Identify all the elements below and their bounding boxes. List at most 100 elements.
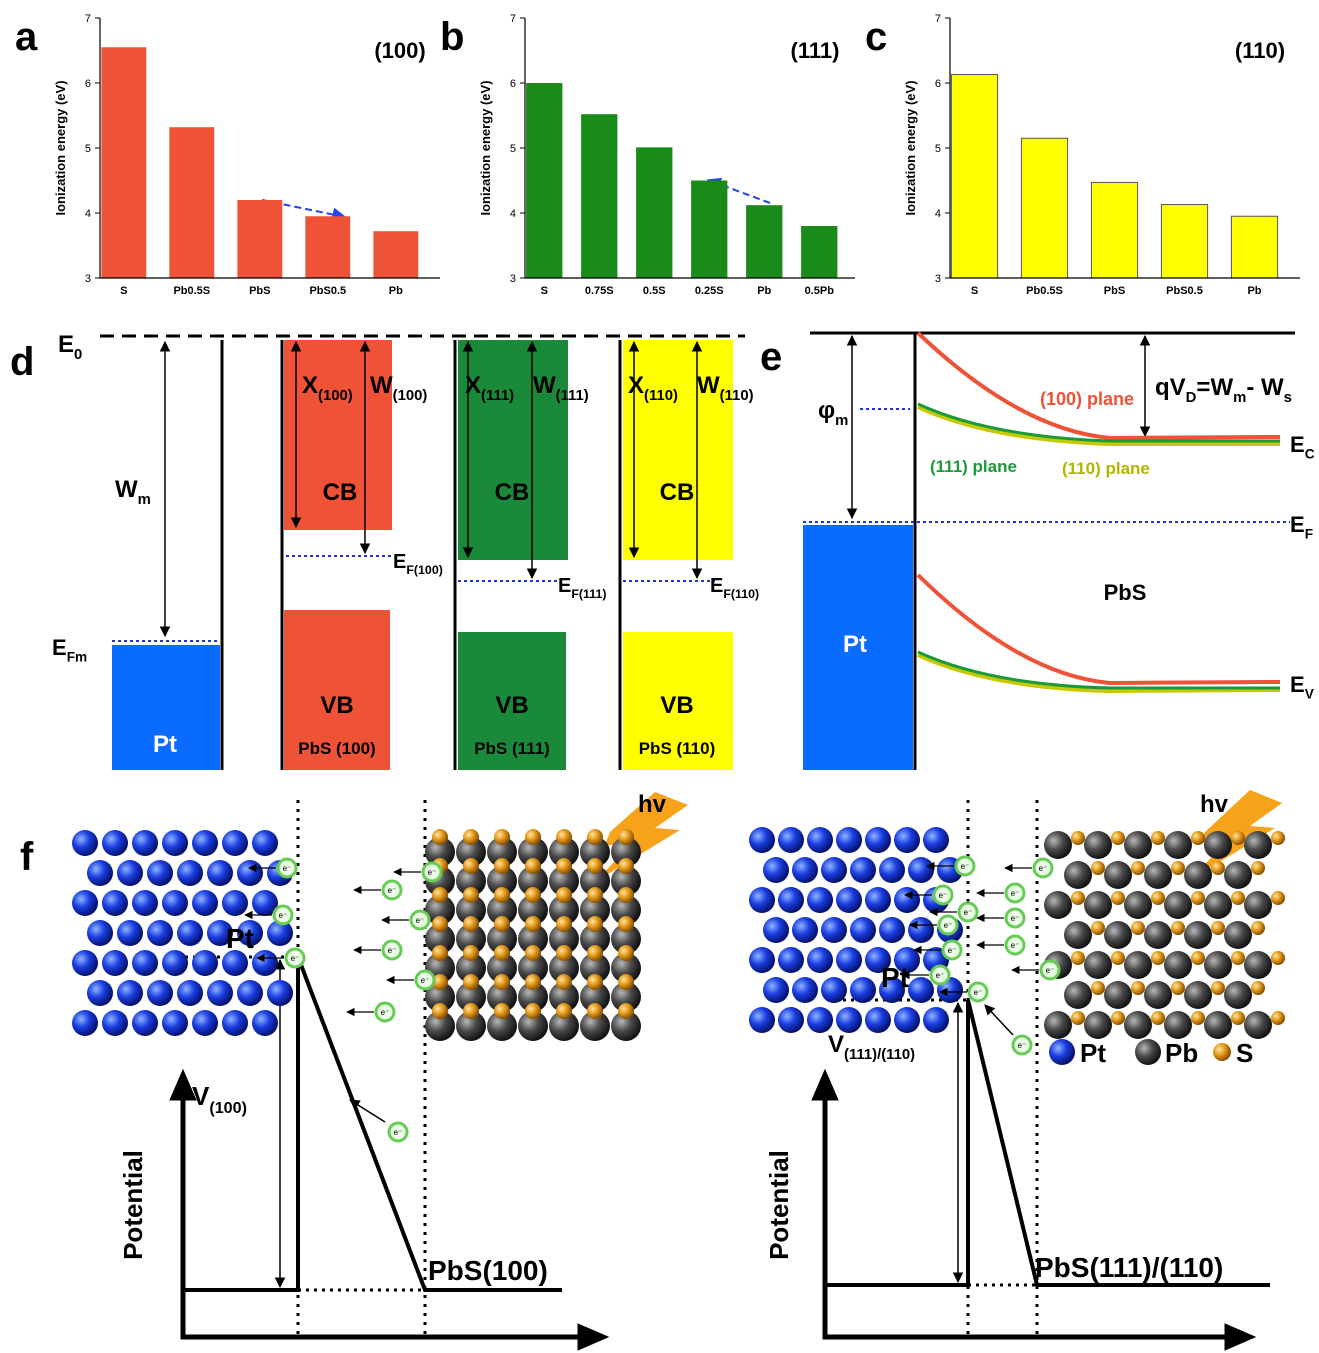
label: Potential	[118, 1150, 148, 1260]
atom	[1044, 831, 1072, 859]
atom	[618, 974, 634, 990]
atom	[102, 830, 128, 856]
atom	[821, 857, 847, 883]
text-part: PbS	[1104, 580, 1147, 605]
atom	[494, 916, 510, 932]
y-tick-label: 7	[85, 13, 91, 25]
x-tick-label: PbS0.5	[1166, 285, 1203, 297]
atom	[1211, 981, 1225, 995]
atom	[587, 1003, 603, 1019]
atom	[72, 890, 98, 916]
legend-label: S	[1236, 1038, 1253, 1068]
bar	[526, 83, 562, 278]
label: hv	[638, 791, 667, 818]
x-tick-label: 0.25S	[695, 285, 724, 297]
atom	[177, 860, 203, 886]
label: PbS (100)	[298, 739, 375, 758]
atom	[494, 887, 510, 903]
electron-label: e⁻	[1011, 889, 1020, 898]
electron-label: e⁻	[964, 908, 973, 917]
atom	[850, 917, 876, 943]
bar	[1161, 205, 1207, 278]
y-tick-label: 5	[85, 143, 91, 155]
text-part: =W	[1196, 374, 1233, 401]
text-part: E	[58, 331, 74, 358]
atom	[177, 920, 203, 946]
atom	[1251, 921, 1265, 935]
y-tick-label: 3	[510, 273, 516, 285]
x-tick-label: 0.5Pb	[805, 285, 835, 297]
bar	[951, 75, 997, 278]
atom	[1251, 861, 1265, 875]
atom	[162, 1010, 188, 1036]
electron-label: e⁻	[381, 1008, 390, 1017]
text-part: VB	[660, 692, 693, 719]
text-part: hv	[1200, 791, 1229, 818]
atom	[87, 980, 113, 1006]
y-tick-label: 7	[510, 13, 516, 25]
subscript: (111)	[481, 388, 514, 404]
text-part: E	[710, 575, 723, 597]
atom	[836, 827, 862, 853]
text-part: E	[558, 575, 571, 597]
subscript: (100)	[209, 1099, 247, 1117]
atom	[162, 830, 188, 856]
atom	[778, 887, 804, 913]
atom	[117, 980, 143, 1006]
label: (100) plane	[1040, 389, 1134, 409]
atom	[1104, 861, 1132, 889]
atom	[1251, 981, 1265, 995]
atom	[908, 917, 934, 943]
atom	[1111, 891, 1125, 905]
electron-label: e⁻	[1011, 941, 1020, 950]
atom	[1044, 1011, 1072, 1039]
subscript: (110)	[644, 388, 678, 404]
subscript: m	[835, 413, 848, 429]
atom	[1244, 1011, 1272, 1039]
subscript: F(100)	[406, 563, 443, 577]
label: Pt	[226, 923, 254, 954]
label: EF(100)	[393, 551, 443, 577]
atom	[1151, 891, 1165, 905]
y-tick-label: 4	[85, 208, 91, 220]
atom	[587, 858, 603, 874]
atom	[763, 977, 789, 1003]
atom	[1204, 951, 1232, 979]
atom	[865, 887, 891, 913]
text-part: - W	[1246, 374, 1284, 401]
electron-label: e⁻	[388, 886, 397, 895]
electron-label: e⁻	[948, 946, 957, 955]
atom	[132, 950, 158, 976]
text-part: PbS (110)	[639, 739, 716, 758]
atom	[1064, 861, 1092, 889]
electron-label: e⁻	[291, 954, 300, 963]
y-axis-label: Ionization energy (eV)	[903, 80, 918, 215]
y-tick-label: 3	[85, 273, 91, 285]
label: EF(111)	[558, 575, 606, 601]
atom	[1064, 921, 1092, 949]
text-part: W	[533, 372, 556, 399]
subscript: (111)	[556, 388, 589, 404]
y-tick-label: 6	[85, 78, 91, 90]
atom	[1204, 1011, 1232, 1039]
atom	[749, 827, 775, 853]
text-part: VB	[495, 692, 528, 719]
text-part: PbS(111)/(110)	[1035, 1252, 1223, 1283]
atom	[556, 1003, 572, 1019]
atom	[87, 860, 113, 886]
subscript: V	[1305, 687, 1314, 702]
text-part: E	[52, 635, 67, 660]
text-part: Pt	[1080, 1038, 1106, 1068]
atom	[587, 887, 603, 903]
atom	[1164, 951, 1192, 979]
text-part: V	[828, 1031, 844, 1058]
atom	[618, 858, 634, 874]
label: f	[20, 835, 34, 879]
electron-label: e⁻	[939, 891, 948, 900]
atom	[821, 977, 847, 1003]
atom	[1244, 951, 1272, 979]
bar	[373, 231, 418, 278]
atom	[807, 1007, 833, 1033]
panel-label: b	[440, 15, 464, 59]
text-part: Pt	[843, 631, 867, 658]
